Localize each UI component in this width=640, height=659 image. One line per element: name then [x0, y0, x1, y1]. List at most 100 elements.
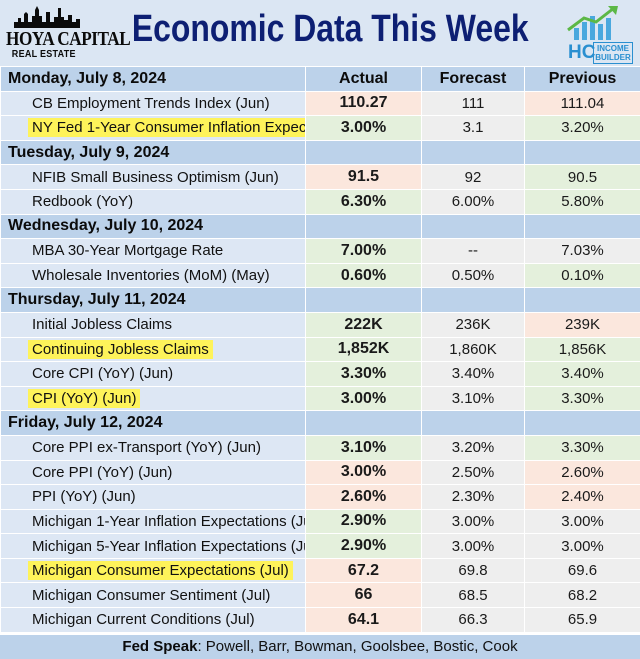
skyline-icon — [14, 6, 80, 28]
forecast-value: 236K — [421, 311, 525, 338]
indicator-row: Michigan Current Conditions (Jul) 64.1 66.… — [0, 607, 640, 633]
logo-wordmark: INCOME BUILDER — [593, 42, 633, 64]
day-label: Monday, July 8, 2024 — [0, 66, 306, 92]
indicator-row: Michigan Consumer Sentiment (Jul) 66 68.5 6… — [0, 582, 640, 609]
day-label: Wednesday, July 10, 2024 — [0, 213, 306, 240]
day-label: Tuesday, July 9, 2024 — [0, 139, 306, 166]
indicator-label: CB Employment Trends Index (Jun) — [32, 94, 270, 112]
indicator-row: CPI (YoY) (Jun) 3.00% 3.10% 3.30% — [0, 385, 640, 412]
indicator-row: Redbook (YoY) 6.30% 6.00% 5.80% — [0, 188, 640, 215]
header: HOYA CAPITAL REAL ESTATE Economic Data T… — [0, 0, 640, 66]
indicator-row: MBA 30-Year Mortgage Rate 7.00% -- 7.03% — [0, 238, 640, 264]
day-header-row: Tuesday, July 9, 2024 — [0, 139, 640, 166]
page-title: Economic Data This Week — [131, 8, 529, 50]
indicator-label: CPI (YoY) (Jun) — [28, 389, 141, 409]
indicator-name: CB Employment Trends Index (Jun) — [0, 90, 306, 117]
indicator-row: PPI (YoY) (Jun) 2.60% 2.30% 2.40% — [0, 484, 640, 510]
previous-value: 7.03% — [524, 238, 640, 264]
forecast-value: 3.00% — [421, 533, 525, 559]
day-label: Thursday, July 11, 2024 — [0, 287, 306, 313]
column-header-previous — [524, 287, 640, 313]
indicator-name: Core CPI (YoY) (Jun) — [0, 361, 306, 387]
indicator-row: Michigan 5-Year Inflation Expectations (… — [0, 533, 640, 559]
previous-value: 3.00% — [524, 533, 640, 559]
indicator-name: CPI (YoY) (Jun) — [0, 385, 306, 412]
column-header-forecast — [421, 410, 525, 436]
indicator-row: CB Employment Trends Index (Jun) 110.27 11… — [0, 90, 640, 117]
forecast-value: -- — [421, 238, 525, 264]
day-header-row: Friday, July 12, 2024 — [0, 410, 640, 436]
indicator-name: Michigan Consumer Expectations (Jul) — [0, 557, 306, 584]
previous-value: 69.6 — [524, 557, 640, 584]
indicator-row: Core CPI (YoY) (Jun) 3.30% 3.40% 3.40% — [0, 361, 640, 387]
day-header-row: Thursday, July 11, 2024 — [0, 287, 640, 313]
indicator-label: Redbook (YoY) — [32, 193, 134, 211]
indicator-row: Core PPI ex-Transport (YoY) (Jun) 3.10% 3.… — [0, 434, 640, 461]
forecast-value: 1,860K — [421, 336, 525, 363]
indicator-row: Michigan Consumer Expectations (Jul) 67.2… — [0, 557, 640, 584]
indicator-row: Initial Jobless Claims 222K 236K 239K — [0, 311, 640, 338]
forecast-value: 0.50% — [421, 262, 525, 289]
indicator-name: Michigan Consumer Sentiment (Jul) — [0, 582, 306, 609]
economic-data-table: Monday, July 8, 2024 Actual Forecast Previo… — [0, 66, 640, 633]
fed-speak-footer: Fed Speak: Powell, Barr, Bowman, Goolsbe… — [0, 635, 640, 659]
previous-value: 90.5 — [524, 164, 640, 190]
actual-value: 2.90% — [305, 533, 422, 559]
indicator-row: NFIB Small Business Optimism (Jun) 91.5 92… — [0, 164, 640, 190]
actual-value: 3.00% — [305, 115, 422, 141]
indicator-name: Michigan 5-Year Inflation Expectations (… — [0, 533, 306, 559]
previous-value: 65.9 — [524, 607, 640, 633]
actual-value: 6.30% — [305, 188, 422, 215]
indicator-label: Core PPI ex-Transport (YoY) (Jun) — [32, 439, 261, 457]
indicator-name: Core PPI (YoY) (Jun) — [0, 459, 306, 486]
indicator-label: Michigan 1-Year Inflation Expectations (… — [32, 512, 306, 530]
indicator-name: Continuing Jobless Claims — [0, 336, 306, 363]
previous-value: 0.10% — [524, 262, 640, 289]
previous-value: 5.80% — [524, 188, 640, 215]
actual-value: 7.00% — [305, 238, 422, 264]
column-header-forecast — [421, 287, 525, 313]
indicator-name: Michigan Current Conditions (Jul) — [0, 607, 306, 633]
indicator-row: Wholesale Inventories (MoM) (May) 0.60% 0.… — [0, 262, 640, 289]
forecast-value: 3.1 — [421, 115, 525, 141]
column-header-previous — [524, 139, 640, 166]
previous-value: 3.40% — [524, 361, 640, 387]
forecast-value: 68.5 — [421, 582, 525, 609]
column-header-previous — [524, 213, 640, 240]
actual-value: 2.60% — [305, 484, 422, 510]
day-label: Friday, July 12, 2024 — [0, 410, 306, 436]
forecast-value: 6.00% — [421, 188, 525, 215]
column-header-actual — [305, 287, 422, 313]
actual-value: 64.1 — [305, 607, 422, 633]
forecast-value: 92 — [421, 164, 525, 190]
indicator-row: Core PPI (YoY) (Jun) 3.00% 2.50% 2.60% — [0, 459, 640, 486]
previous-value: 68.2 — [524, 582, 640, 609]
actual-value: 91.5 — [305, 164, 422, 190]
actual-value: 110.27 — [305, 90, 422, 117]
column-header-forecast: Forecast — [421, 66, 525, 92]
indicator-label: PPI (YoY) (Jun) — [32, 488, 136, 506]
indicator-label: Continuing Jobless Claims — [28, 339, 213, 359]
actual-value: 2.90% — [305, 508, 422, 535]
indicator-name: Wholesale Inventories (MoM) (May) — [0, 262, 306, 289]
forecast-value: 2.50% — [421, 459, 525, 486]
actual-value: 0.60% — [305, 262, 422, 289]
fed-speak-label: Fed Speak — [122, 638, 198, 655]
indicator-name: NFIB Small Business Optimism (Jun) — [0, 164, 306, 190]
previous-value: 2.40% — [524, 484, 640, 510]
forecast-value: 2.30% — [421, 484, 525, 510]
indicator-label: NFIB Small Business Optimism (Jun) — [32, 168, 279, 186]
forecast-value: 69.8 — [421, 557, 525, 584]
indicator-name: NY Fed 1-Year Consumer Inflation Expecta… — [0, 115, 306, 141]
indicator-label: Michigan Consumer Expectations (Jul) — [28, 561, 293, 581]
indicator-label: Michigan Current Conditions (Jul) — [32, 611, 255, 629]
previous-value: 3.30% — [524, 434, 640, 461]
fed-speak-speakers: : Powell, Barr, Bowman, Goolsbee, Bostic… — [197, 638, 518, 655]
indicator-label: MBA 30-Year Mortgage Rate — [32, 242, 224, 260]
indicator-label: Initial Jobless Claims — [32, 316, 173, 334]
column-header-actual — [305, 410, 422, 436]
indicator-row: Michigan 1-Year Inflation Expectations (… — [0, 508, 640, 535]
actual-value: 3.00% — [305, 459, 422, 486]
previous-value: 3.00% — [524, 508, 640, 535]
actual-value: 3.10% — [305, 434, 422, 461]
